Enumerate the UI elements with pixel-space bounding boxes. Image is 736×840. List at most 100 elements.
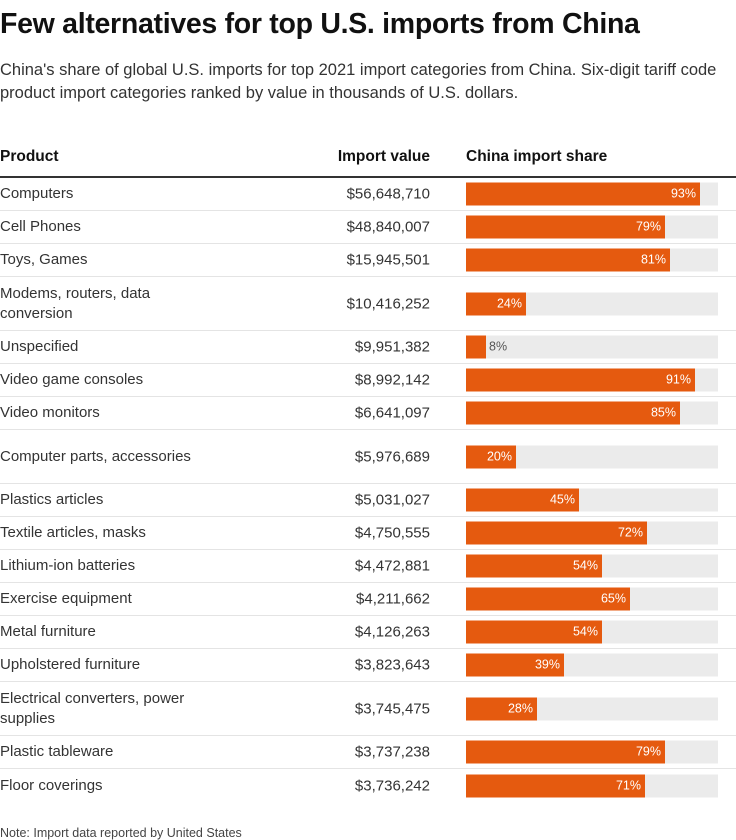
import-value: $5,031,027 xyxy=(354,491,430,509)
share-bar xyxy=(466,368,695,392)
share-bar-track: 20% xyxy=(466,445,718,468)
share-bar xyxy=(466,488,579,512)
product-label: Video game consoles xyxy=(0,371,144,388)
product-label: Plastics articles xyxy=(0,491,104,508)
product-label: Exercise equipment xyxy=(0,590,132,607)
table-row: Unspecified $9,951,382 8% xyxy=(0,331,736,364)
share-label: 71% xyxy=(615,778,641,792)
product-label: Lithium-ion batteries xyxy=(0,557,136,574)
table-row: Metal furniture $4,126,263 54% xyxy=(0,616,736,649)
share-bar xyxy=(466,620,602,644)
share-bar-track: 54% xyxy=(466,554,718,578)
table-row: Textile articles, masks $4,750,555 72% xyxy=(0,517,736,550)
share-bar xyxy=(466,335,486,359)
table-row: Floor coverings $3,736,242 71% xyxy=(0,769,736,802)
import-value: $15,945,501 xyxy=(346,251,430,269)
import-value: $4,750,555 xyxy=(354,524,430,542)
import-value: $48,840,007 xyxy=(346,218,430,236)
product-label: Upholstered furniture xyxy=(0,656,141,673)
share-bar xyxy=(466,215,665,239)
share-label: 85% xyxy=(650,405,676,420)
product-label: Computer parts, accessories xyxy=(0,447,191,465)
share-bar xyxy=(466,248,670,272)
table-row: Modems, routers, data conversion $10,416,… xyxy=(0,277,736,331)
share-bar xyxy=(466,182,700,206)
share-label: 79% xyxy=(635,219,661,234)
import-value: $8,992,142 xyxy=(354,371,430,389)
import-value: $10,416,252 xyxy=(346,295,430,312)
share-bar-track: 28% xyxy=(466,697,718,720)
product-label: Unspecified xyxy=(0,338,79,355)
share-label: 39% xyxy=(534,657,560,672)
share-bar-track: 72% xyxy=(466,521,718,545)
table-row: Cell Phones $48,840,007 79% xyxy=(0,211,736,244)
product-label: Modems, routers, data conversion xyxy=(0,284,151,322)
share-label: 72% xyxy=(617,525,643,540)
share-label: 81% xyxy=(640,252,666,267)
product-label: Toys, Games xyxy=(0,251,88,268)
product-label: Plastic tableware xyxy=(0,743,114,760)
share-bar xyxy=(466,445,516,468)
share-bar xyxy=(466,554,602,578)
share-label: 28% xyxy=(507,701,533,715)
table-row: Plastic tableware $3,737,238 79% xyxy=(0,736,736,769)
share-label: 20% xyxy=(486,449,512,463)
share-bar xyxy=(466,292,526,315)
column-header-china-share: China import share xyxy=(466,148,608,165)
share-bar xyxy=(466,401,680,425)
share-label: 91% xyxy=(665,372,691,387)
table-row: Video monitors $6,641,097 85% xyxy=(0,397,736,430)
product-label: Cell Phones xyxy=(0,218,81,235)
product-label: Electrical converters, power supplies xyxy=(0,689,185,727)
import-value: $4,126,263 xyxy=(354,623,430,641)
table-row: Upholstered furniture $3,823,643 39% xyxy=(0,649,736,682)
share-bar xyxy=(466,697,537,720)
share-label: 65% xyxy=(600,591,626,606)
product-label: Video monitors xyxy=(0,404,100,421)
table-row: Exercise equipment $4,211,662 65% xyxy=(0,583,736,616)
import-value: $6,641,097 xyxy=(354,404,430,422)
table-row: Video game consoles $8,992,142 91% xyxy=(0,364,736,397)
table-row: Computers $56,648,710 93% xyxy=(0,178,736,211)
table-row: Electrical converters, power supplies $3,… xyxy=(0,682,736,736)
column-header-product: Product xyxy=(0,148,59,165)
import-value: $3,736,242 xyxy=(354,777,430,794)
column-header-import-value: Import value xyxy=(337,148,430,165)
import-value: $5,976,689 xyxy=(354,448,430,465)
share-bar xyxy=(466,740,665,764)
share-label: 54% xyxy=(572,558,598,573)
share-bar-track: 65% xyxy=(466,587,718,611)
product-label: Textile articles, masks xyxy=(0,524,146,541)
share-bar-track: 79% xyxy=(466,215,718,239)
share-label: 79% xyxy=(635,744,661,759)
share-bar-track: 54% xyxy=(466,620,718,644)
table-row: Toys, Games $15,945,501 81% xyxy=(0,244,736,277)
chart-subtitle: China's share of global U.S. imports for… xyxy=(0,61,717,102)
import-value: $9,951,382 xyxy=(354,338,430,356)
share-label: 54% xyxy=(572,624,598,639)
share-bar-track: 24% xyxy=(466,292,718,315)
share-label: 45% xyxy=(549,492,575,507)
import-value: $3,737,238 xyxy=(354,743,430,761)
share-bar-track: 91% xyxy=(466,368,718,392)
share-bar xyxy=(466,521,647,545)
chart-rows: Computers $56,648,710 93% Cell Phones $48,84… xyxy=(0,178,736,802)
product-label: Metal furniture xyxy=(0,623,96,640)
share-bar-track: 85% xyxy=(466,401,718,425)
import-value: $4,472,881 xyxy=(354,557,430,575)
table-row: Lithium-ion batteries $4,472,881 54% xyxy=(0,550,736,583)
share-bar xyxy=(466,587,630,611)
share-bar-track: 93% xyxy=(466,182,718,206)
share-bar xyxy=(466,774,645,797)
import-value: $56,648,710 xyxy=(346,185,430,203)
import-value: $4,211,662 xyxy=(356,590,430,608)
header-divider xyxy=(0,176,736,178)
share-bar xyxy=(466,653,564,677)
share-bar-track: 39% xyxy=(466,653,718,677)
table-row: Computer parts, accessories $5,976,689 20% xyxy=(0,430,736,484)
import-value: $3,745,475 xyxy=(354,700,430,717)
share-bar-track: 71% xyxy=(466,774,718,797)
share-bar-track: 45% xyxy=(466,488,718,512)
share-bar-track: 79% xyxy=(466,740,718,764)
table-row: Plastics articles $5,031,027 45% xyxy=(0,484,736,517)
